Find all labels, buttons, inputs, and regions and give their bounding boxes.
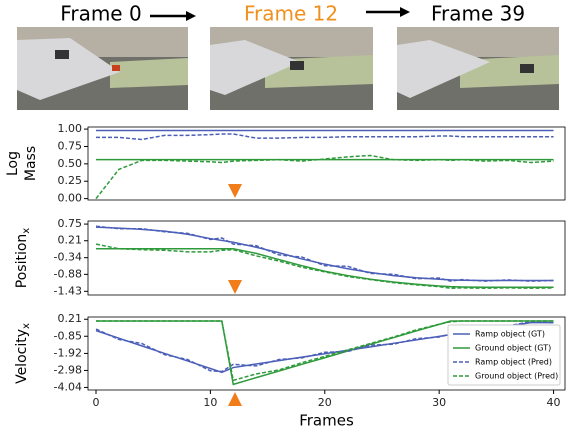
y-tick-label: -0.34	[54, 251, 82, 264]
y-tick-label: 0.00	[58, 192, 83, 205]
legend-label: Ground object (Pred)	[475, 372, 558, 381]
series-line	[95, 243, 554, 289]
y-axis-label: Mass	[23, 146, 39, 181]
y-axis-label-text: Log	[5, 151, 21, 176]
y-tick-label: -0.88	[54, 267, 82, 280]
x-tick-label: 20	[318, 396, 332, 409]
y-axis-label-text: Velocity	[14, 329, 30, 384]
y-tick-label: 1.00	[58, 122, 83, 135]
y-tick-label: 0.21	[58, 312, 83, 325]
y-tick-label: 0.25	[58, 174, 83, 187]
y-tick-label: -0.85	[54, 329, 82, 342]
scene-image	[17, 27, 559, 110]
series-line	[95, 321, 554, 373]
series-line	[95, 226, 554, 282]
frame-label: Frame 39	[431, 2, 525, 26]
arrow	[150, 7, 410, 21]
frame-label: Frame 0	[60, 2, 141, 26]
legend-label: Ramp object (GT)	[475, 330, 545, 339]
y-tick-label: 0.75	[58, 139, 83, 152]
y-tick-label: 0.75	[58, 217, 83, 230]
y-axis-label: Log	[5, 151, 21, 176]
legend-label: Ground object (GT)	[475, 344, 551, 353]
y-axis-label-sub: x	[21, 228, 32, 234]
y-axis-label: Velocityx	[14, 323, 32, 384]
y-tick-label: -1.43	[54, 284, 82, 297]
x-tick-label: 10	[203, 396, 217, 409]
y-axis-label-sub: x	[21, 323, 32, 329]
y-axis-label: Positionx	[14, 228, 32, 289]
legend-box	[447, 324, 561, 386]
series-line	[96, 133, 554, 141]
y-tick-label: 0.50	[58, 157, 83, 170]
frame-label: Frame 12	[244, 2, 338, 26]
x-tick-label: 40	[547, 396, 561, 409]
y-tick-label: -2.98	[54, 363, 82, 376]
y-axis-label-text: Mass	[23, 146, 39, 181]
x-tick-label: 30	[432, 396, 446, 409]
y-tick-label: 0.21	[58, 234, 83, 247]
series-line	[95, 225, 554, 282]
y-tick-label: -4.04	[54, 380, 82, 393]
legend-label: Ramp object (Pred)	[475, 358, 552, 367]
y-axis-label-text: Position	[14, 234, 30, 289]
series-line	[95, 154, 554, 200]
y-tick-label: -1.92	[54, 346, 82, 359]
plot-frame	[87, 220, 566, 296]
x-axis-label: Frames	[299, 412, 354, 429]
series-line	[96, 320, 554, 386]
frame-marker	[228, 184, 242, 406]
x-tick-label: 0	[93, 396, 100, 409]
